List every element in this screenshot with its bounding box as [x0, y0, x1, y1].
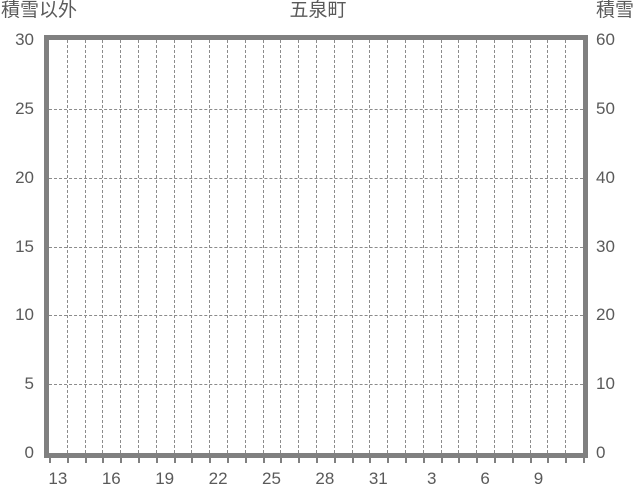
vertical-gridline [494, 40, 495, 453]
chart-title: 五泉町 [289, 0, 347, 21]
horizontal-gridline [49, 246, 583, 248]
plot-area [44, 35, 588, 458]
x-axis-tick-mark [155, 458, 158, 463]
vertical-gridline [440, 40, 442, 453]
right-axis-tick-label: 20 [596, 305, 615, 325]
x-axis-tick-mark [173, 458, 176, 463]
left-axis-tick-label: 20 [15, 167, 34, 187]
vertical-gridline [547, 40, 549, 453]
plot-grid [49, 40, 583, 453]
x-axis-tick-mark [494, 458, 496, 463]
left-axis-tick-label: 5 [24, 374, 34, 394]
x-axis-tick-mark [547, 458, 550, 463]
vertical-gridline [155, 40, 157, 453]
vertical-gridline [209, 40, 211, 453]
x-axis-tick-mark [84, 458, 87, 463]
x-axis-tick-mark [262, 458, 265, 463]
left-axis-tick-label: 0 [24, 443, 34, 462]
vertical-gridline [316, 40, 317, 453]
x-axis-tick-label: 25 [262, 469, 281, 488]
vertical-gridline [405, 40, 406, 453]
right-axis-tick-label: 10 [596, 374, 615, 394]
left-axis-tick-label: 25 [15, 98, 34, 118]
x-axis-tick-label: 9 [533, 469, 544, 488]
vertical-gridline [476, 40, 478, 453]
horizontal-gridline [49, 315, 583, 317]
x-axis-tick-label: 16 [101, 469, 121, 488]
x-axis-tick-label: 28 [315, 469, 335, 488]
x-axis-tick-mark [387, 458, 390, 463]
x-axis-tick-mark [102, 458, 105, 463]
x-axis-tick-label: 31 [368, 469, 388, 488]
x-axis-tick-mark [529, 458, 532, 463]
vertical-gridline [66, 40, 68, 453]
vertical-gridline [280, 40, 282, 453]
right-axis-tick-label: 60 [596, 30, 615, 49]
x-axis-tick-mark [369, 458, 372, 463]
x-axis-tick-label: 3 [426, 469, 437, 488]
x-axis-tick-mark [458, 458, 461, 463]
x-axis-tick-mark [66, 458, 69, 463]
vertical-gridline [298, 40, 300, 453]
vertical-gridline [529, 40, 531, 453]
vertical-gridline [227, 40, 228, 453]
vertical-gridline [333, 40, 335, 453]
vertical-gridline [244, 40, 246, 453]
x-axis-tick-mark [244, 458, 247, 463]
right-axis-tick-label: 50 [596, 98, 615, 118]
right-axis-tick-label: 40 [596, 167, 615, 187]
x-axis-tick-mark [298, 458, 301, 463]
vertical-gridline [191, 40, 193, 453]
vertical-gridline [173, 40, 175, 453]
x-axis-tick-mark [422, 458, 425, 463]
x-axis-tick-mark [351, 458, 354, 463]
x-axis-tick-mark [120, 458, 123, 463]
x-axis-tick-mark [138, 458, 140, 463]
left-axis-tick-label: 15 [15, 236, 34, 256]
x-axis-tick-mark [316, 458, 318, 463]
right-axis-tick-label: 0 [596, 443, 606, 462]
x-axis-tick-mark [333, 458, 336, 463]
x-axis-tick-mark [440, 458, 443, 463]
left-axis-tick-label: 30 [15, 30, 34, 49]
vertical-gridline [262, 40, 264, 453]
horizontal-gridline [49, 384, 583, 386]
vertical-gridline [511, 40, 513, 453]
vertical-gridline [351, 40, 353, 453]
vertical-gridline [369, 40, 371, 453]
horizontal-gridline [49, 177, 583, 179]
vertical-gridline [84, 40, 86, 453]
right-axis-tick-label: 30 [596, 236, 615, 256]
left-axis-tick-label: 10 [15, 305, 34, 325]
vertical-gridline [120, 40, 122, 453]
x-axis-tick-label: 19 [155, 469, 175, 488]
x-axis-tick-label: 6 [480, 469, 490, 488]
x-axis-tick-mark [511, 458, 514, 463]
x-axis-tick-mark [565, 458, 568, 463]
vertical-gridline [102, 40, 104, 453]
x-axis-tick-mark [280, 458, 283, 463]
left-axis-title: 積雪以外 [1, 0, 78, 21]
x-axis-tick-mark [209, 458, 212, 463]
x-axis-tick-mark [476, 458, 479, 463]
x-axis-tick-mark [583, 458, 585, 463]
vertical-gridline [565, 40, 567, 453]
x-axis-tick-label: 13 [48, 469, 68, 488]
x-axis-tick-label: 22 [208, 469, 228, 488]
x-axis-tick-mark [191, 458, 194, 463]
vertical-gridline [458, 40, 460, 453]
x-axis-tick-mark [227, 458, 229, 463]
horizontal-gridline [49, 108, 583, 110]
vertical-gridline [387, 40, 389, 453]
x-axis-tick-mark [49, 458, 51, 463]
x-axis-tick-mark [405, 458, 407, 463]
vertical-gridline [138, 40, 139, 453]
right-axis-title: 積雪 [595, 0, 634, 21]
vertical-gridline [422, 40, 424, 453]
